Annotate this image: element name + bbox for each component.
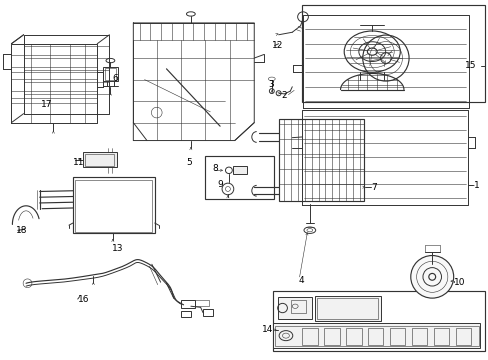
Bar bbox=[232, 166, 247, 174]
Bar bbox=[367, 328, 383, 345]
Text: 14: 14 bbox=[262, 325, 273, 334]
Text: 16: 16 bbox=[78, 294, 89, 303]
Bar bbox=[274, 325, 478, 346]
Text: 10: 10 bbox=[453, 278, 465, 287]
Bar bbox=[181, 301, 194, 309]
Text: 17: 17 bbox=[41, 100, 52, 109]
Bar bbox=[104, 68, 116, 80]
Bar bbox=[272, 323, 479, 348]
Text: 3: 3 bbox=[267, 81, 273, 90]
Text: 9: 9 bbox=[217, 180, 223, 189]
Bar bbox=[316, 298, 377, 319]
Bar bbox=[324, 328, 339, 345]
Bar bbox=[204, 156, 273, 199]
Bar bbox=[194, 301, 209, 306]
Bar bbox=[389, 328, 405, 345]
Bar bbox=[411, 328, 427, 345]
Bar bbox=[84, 154, 114, 166]
Bar bbox=[302, 328, 317, 345]
Bar bbox=[181, 311, 190, 317]
Bar bbox=[202, 309, 213, 316]
Bar bbox=[302, 5, 484, 102]
Text: 11: 11 bbox=[73, 158, 84, 167]
Text: 6: 6 bbox=[113, 75, 119, 84]
Bar bbox=[278, 119, 363, 201]
Ellipse shape bbox=[410, 256, 453, 298]
Bar bbox=[433, 328, 448, 345]
Text: 13: 13 bbox=[112, 244, 123, 253]
Bar bbox=[82, 152, 117, 167]
Bar bbox=[75, 180, 152, 231]
Bar bbox=[73, 177, 155, 233]
Text: 7: 7 bbox=[370, 183, 376, 192]
Text: 8: 8 bbox=[212, 164, 218, 173]
Bar bbox=[314, 296, 380, 320]
Text: 2: 2 bbox=[281, 91, 286, 100]
Bar bbox=[291, 300, 305, 313]
Text: 1: 1 bbox=[473, 181, 478, 190]
Text: 15: 15 bbox=[465, 62, 476, 71]
Bar bbox=[455, 328, 470, 345]
Bar bbox=[103, 67, 118, 81]
Text: 12: 12 bbox=[271, 41, 283, 50]
Text: 5: 5 bbox=[185, 158, 191, 167]
Bar bbox=[272, 291, 484, 351]
Text: 4: 4 bbox=[298, 276, 303, 285]
Text: 18: 18 bbox=[16, 226, 28, 235]
Bar bbox=[345, 328, 361, 345]
Bar bbox=[277, 297, 311, 319]
